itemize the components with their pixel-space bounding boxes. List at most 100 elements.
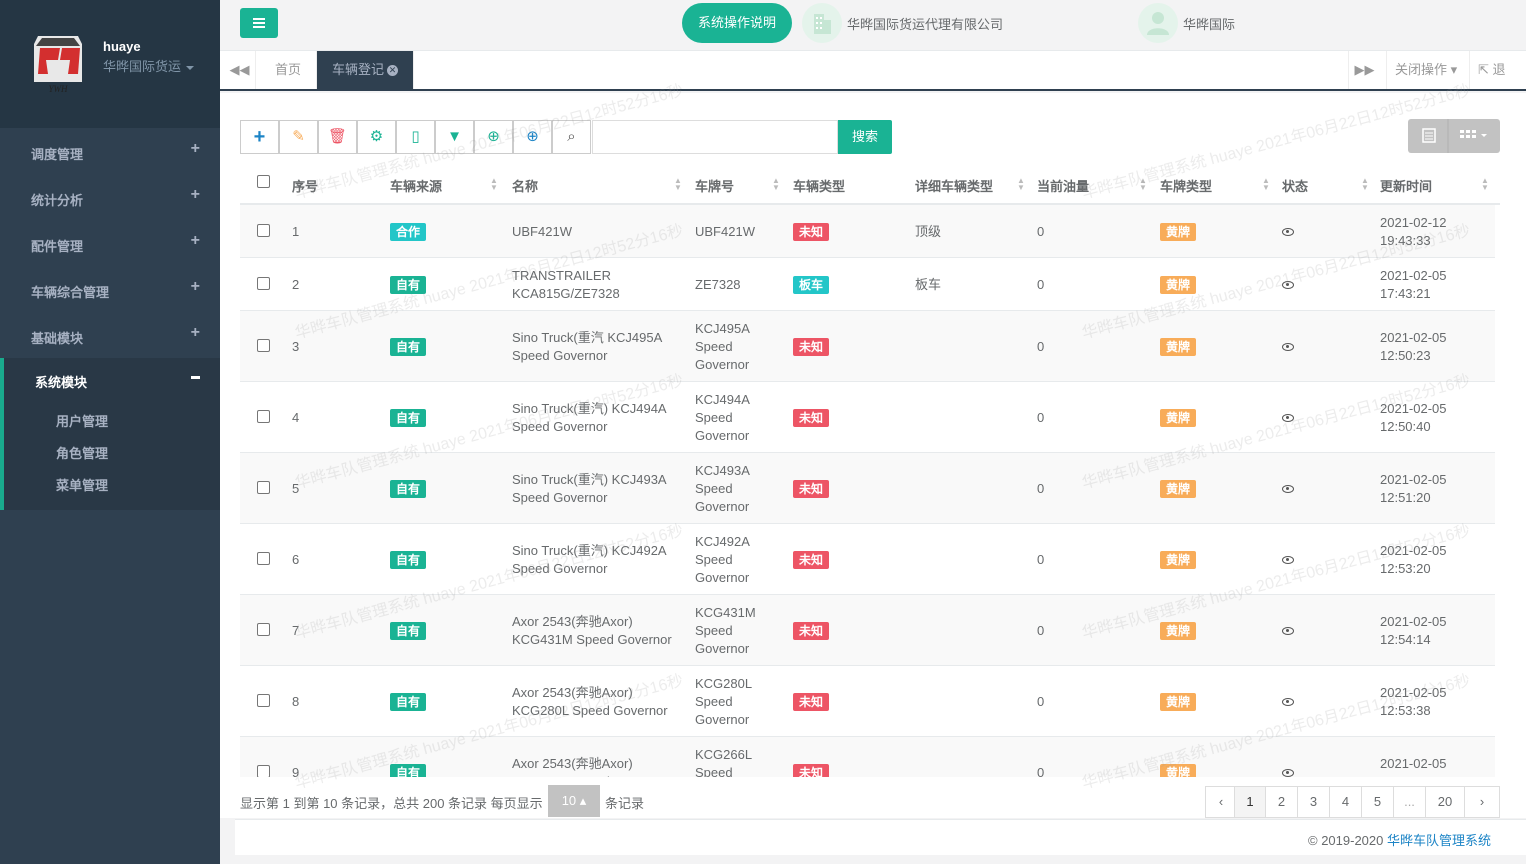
sidebar-item-dispatch[interactable]: 调度管理 + [0,128,220,174]
table-row[interactable]: 4 自有 Sino Truck(重汽) KCJ494A Speed Governor K… [240,382,1495,453]
table-row[interactable]: 8 自有 Axor 2543(奔驰Axor) KCG280L Speed Govern… [240,666,1495,737]
eye-icon[interactable] [1282,698,1294,706]
search-button[interactable]: 搜索 [838,120,892,154]
filter-icon[interactable]: ▼ [435,120,474,154]
page-button-1[interactable]: 1 [1234,786,1266,818]
sort-icon[interactable]: ▲ ▼ [674,176,682,192]
menu-toggle-button[interactable] [240,8,278,38]
table-row[interactable]: 2 自有 TRANSTRAILER KCA815G/ZE7328 ZE7328 板车 板车 0… [240,258,1495,311]
download-icon[interactable]: ⊕ [513,120,552,154]
header-detail-type[interactable]: 详细车辆类型 [915,179,994,194]
header-status[interactable]: 状态 [1282,179,1309,194]
search-input[interactable] [592,120,838,154]
header-oil[interactable]: 当前油量 [1037,179,1090,194]
header-plate-type[interactable]: 车牌类型 [1160,179,1213,194]
row-checkbox[interactable] [257,552,270,565]
header-type[interactable]: 车辆类型 [793,179,846,194]
row-checkbox[interactable] [257,277,270,290]
sidebar-subitem-menus[interactable]: 菜单管理 [56,478,109,493]
sidebar-item-system[interactable]: 系统模块 用户管理 角色管理 菜单管理 [0,358,220,510]
page-next-button[interactable]: › [1464,786,1500,818]
eye-icon[interactable] [1282,556,1294,564]
page-button-20[interactable]: 20 [1425,786,1465,818]
sidebar-item-label: 调度管理 [31,147,84,162]
page-button-5[interactable]: 5 [1361,786,1394,818]
table-row[interactable]: 7 自有 Axor 2543(奔驰Axor) KCG431M Speed Govern… [240,595,1495,666]
gear-icon[interactable]: ⚙ [357,120,396,154]
select-all-checkbox[interactable] [257,175,270,188]
row-checkbox[interactable] [257,224,270,237]
delete-icon[interactable]: 🗑 [318,120,357,154]
logout-button[interactable]: ⇱ 退出 [1469,51,1526,115]
detail-type: 顶级 [915,224,942,239]
mobile-icon[interactable]: ▯ [396,120,435,154]
tab-vehicle-registration[interactable]: 车辆登记 ✕ [317,51,415,89]
row-checkbox[interactable] [257,339,270,352]
vehicle-type-badge: 未知 [793,480,830,498]
tab-close-icon[interactable]: ✕ [387,65,399,77]
close-operations-dropdown[interactable]: 关闭操作 ▾ [1386,51,1465,89]
page-size-select[interactable]: 10 ▴ [548,785,600,817]
sort-icon[interactable]: ▲ ▼ [490,176,498,192]
tab-home[interactable]: 首页 [260,51,318,89]
upload-icon[interactable]: ⊕ [474,120,513,154]
eye-icon[interactable] [1282,627,1294,635]
sidebar-item-vehicles[interactable]: 车辆综合管理 + [0,266,220,312]
system-guide-button[interactable]: 系统操作说明 [682,3,792,43]
page-prev-button[interactable]: ‹ [1205,786,1237,818]
sidebar-subitem-users[interactable]: 用户管理 [56,414,109,429]
table-row[interactable]: 6 自有 Sino Truck(重汽) KCJ492A Speed Governor K… [240,524,1495,595]
sidebar-item-parts[interactable]: 配件管理 + [0,220,220,266]
sidebar-item-label: 基础模块 [31,331,84,346]
sort-icon[interactable]: ▲ ▼ [772,176,780,192]
header-plate[interactable]: 车牌号 [695,179,735,194]
page-button-2[interactable]: 2 [1265,786,1298,818]
edit-icon[interactable]: ✎ [279,120,318,154]
source-badge: 自有 [390,622,427,640]
header-name[interactable]: 名称 [512,179,539,194]
user-avatar-icon[interactable] [1138,3,1178,43]
header-updated[interactable]: 更新时间 [1380,179,1433,194]
sort-icon[interactable]: ▲ ▼ [1361,176,1369,192]
header-source[interactable]: 车辆来源 [390,179,443,194]
table-row[interactable]: 5 自有 Sino Truck(重汽) KCJ493A Speed Governor K… [240,453,1495,524]
sidebar-subitem-roles[interactable]: 角色管理 [56,446,109,461]
sort-icon[interactable]: ▲ ▼ [1262,176,1270,192]
row-checkbox[interactable] [257,765,270,777]
zoom-icon[interactable]: ⌕ [552,120,591,154]
page-button-4[interactable]: 4 [1329,786,1362,818]
eye-icon[interactable] [1282,281,1294,289]
sort-icon[interactable]: ▲ ▼ [1017,176,1025,192]
eye-icon[interactable] [1282,769,1294,777]
footer-link[interactable]: 华晔车队管理系统 [1386,833,1491,848]
row-checkbox[interactable] [257,481,270,494]
tab-scroll-right-icon[interactable]: ▶▶ [1348,51,1380,89]
view-toggle-buttons[interactable] [1408,119,1500,153]
eye-icon[interactable] [1282,485,1294,493]
header-index[interactable]: 序号 [292,179,319,194]
sort-icon[interactable]: ▲ ▼ [1481,176,1489,192]
page-button-3[interactable]: 3 [1297,786,1330,818]
tab-scroll-left-icon[interactable]: ◀◀ [224,51,256,89]
eye-icon[interactable] [1282,228,1294,236]
table-row[interactable]: 9 自有 Axor 2543(奔驰Axor) KCG266L Speed Govern… [240,737,1495,777]
sidebar-item-label: 配件管理 [31,239,84,254]
update-time: 12:53:38 [1380,703,1431,718]
row-checkbox[interactable] [257,694,270,707]
row-index: 9 [292,765,300,777]
row-checkbox[interactable] [257,623,270,636]
sidebar-item-statistics[interactable]: 统计分析 + [0,174,220,220]
vehicle-type-badge: 未知 [793,764,830,777]
sort-icon[interactable]: ▲ ▼ [1139,176,1147,192]
eye-icon[interactable] [1282,343,1294,351]
user-name[interactable]: 华晔国际 [1183,17,1236,32]
add-icon[interactable]: + [240,120,279,154]
sidebar-item-basic[interactable]: 基础模块 + [0,312,220,358]
row-checkbox[interactable] [257,410,270,423]
profile-company-dropdown[interactable]: 华晔国际货运 [103,56,195,75]
table-row[interactable]: 3 自有 Sino Truck(重汽 KCJ495A Speed Governor KC… [240,311,1495,382]
plate-type-badge: 黄牌 [1160,223,1197,241]
plate-number: Governor [695,357,750,372]
eye-icon[interactable] [1282,414,1294,422]
table-row[interactable]: 1 合作 UBF421W UBF421W 未知 顶级 0 黄牌 2021-02-12 19:43:… [240,205,1495,258]
